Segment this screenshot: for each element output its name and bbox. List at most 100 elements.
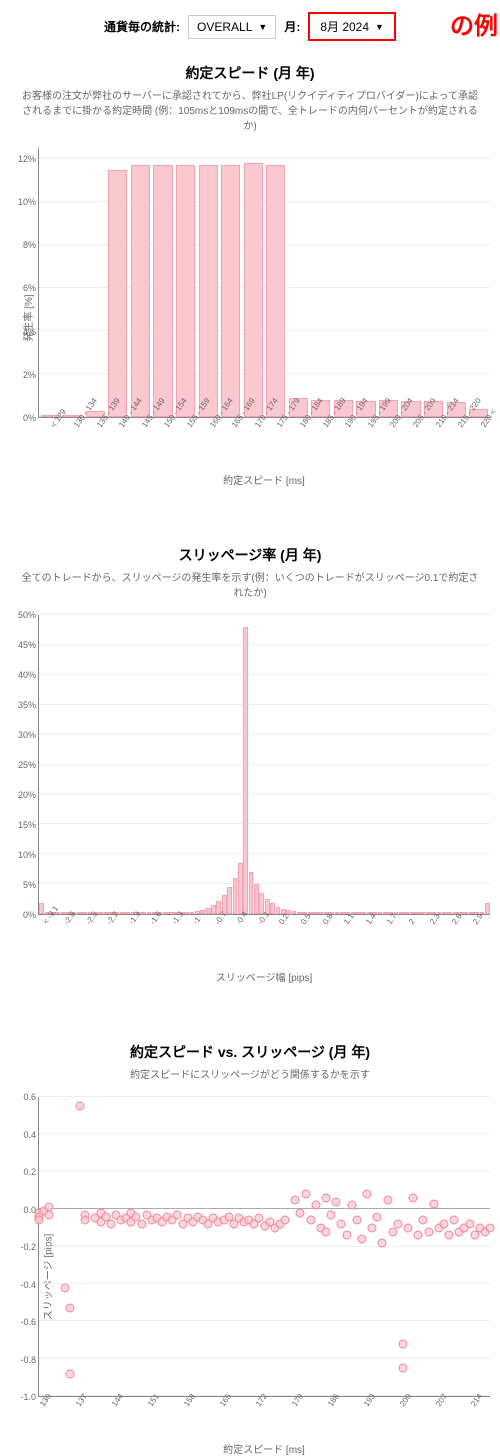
bar [221,165,240,417]
ytick: 4% [23,327,36,337]
scatter-point [419,1216,428,1225]
ytick: -0.2 [20,1242,36,1252]
scatter-point [342,1231,351,1240]
bar [195,911,200,914]
ytick: 40% [18,670,36,680]
bar [249,872,254,914]
bar [238,863,243,914]
scatter-point [414,1231,423,1240]
scatter-point [357,1235,366,1244]
bar [313,912,318,914]
ytick: 12% [18,154,36,164]
chevron-down-icon: ▼ [258,22,267,32]
ytick: 0.4 [23,1130,36,1140]
ytick: 0.2 [23,1167,36,1177]
bar [335,912,340,914]
xtick: 165 [218,1392,254,1422]
scatter-point [45,1203,54,1212]
bar [227,887,232,914]
bar [190,912,195,914]
month-select-value: 8月 2024 [320,18,369,35]
month-select[interactable]: 8月 2024 ▼ [308,12,396,41]
bar [168,912,173,914]
chart2-title: スリッページ率 (月 年) [0,545,500,565]
scatter-point [352,1216,361,1225]
bar [485,903,490,914]
chart2-area: 0%5%10%15%20%25%30%35%40%45%50% < -3.1-2… [38,615,490,984]
bar [410,912,415,914]
xtick: 207 [434,1392,470,1422]
ytick: 0% [23,910,36,920]
scatter-point [383,1195,392,1204]
bar [442,912,447,914]
ytick: 35% [18,700,36,710]
scatter-point [301,1190,310,1199]
xtick: 172 [254,1392,290,1422]
ytick: 10% [18,197,36,207]
scatter-point [429,1199,438,1208]
scatter-point [465,1220,474,1229]
bar [361,912,366,914]
scatter-point [65,1304,74,1313]
scatter-point [363,1190,372,1199]
chart3-desc: 約定スピードにスリッページがどう関係するかを示す [0,1062,500,1089]
ytick: 6% [23,283,36,293]
bar [426,912,431,914]
scatter-point [291,1195,300,1204]
scatter-point [306,1216,315,1225]
scatter-point [332,1197,341,1206]
bar [82,912,87,914]
xtick: 151 [146,1392,182,1422]
bar [286,910,291,914]
ytick: 15% [18,820,36,830]
xtick: 200 [398,1392,434,1422]
bar [200,910,205,914]
scatter-point [65,1369,74,1378]
bar [266,165,285,417]
scatter-point [445,1231,454,1240]
bar [147,912,152,914]
ytick: -0.6 [20,1317,36,1327]
scatter-point [409,1193,418,1202]
ytick: 8% [23,240,36,250]
scatter-point [368,1223,377,1232]
scatter-point [404,1223,413,1232]
bar [276,907,281,914]
xtick: 158 [182,1392,218,1422]
scatter-point [137,1220,146,1229]
ytick: -1.0 [20,1392,36,1402]
ytick: 25% [18,760,36,770]
ytick: 30% [18,730,36,740]
scatter-point [322,1227,331,1236]
bar [318,912,323,914]
chart1-xlabel: 約定スピード [ms] [38,472,490,487]
scatter-point [322,1193,331,1202]
bar [244,163,263,417]
chart3-xlabel: 約定スピード [ms] [38,1441,490,1456]
chart2-desc: 全てのトレードから、スリッページの発生率を示す(例：いくつのトレードがスリッペー… [0,565,500,607]
xtick: 186 [326,1392,362,1422]
chart1-title: 約定スピード (月 年) [0,63,500,83]
xtick: 137 [74,1392,110,1422]
bar [378,912,383,914]
chart1-desc: お客様の注文が弊社のサーバーに承認されてから、弊社LP(リクイディティプロバイダ… [0,83,500,140]
scatter-point [398,1339,407,1348]
filter-header: 通貨毎の統計: OVERALL ▼ 月: 8月 2024 ▼ の例 [0,0,500,45]
scatter-point [439,1220,448,1229]
scatter-point [296,1208,305,1217]
bar [447,912,452,914]
ytick: -0.4 [20,1280,36,1290]
bar [176,165,195,417]
xtick: 179 [290,1392,326,1422]
stats-select[interactable]: OVERALL ▼ [188,15,276,39]
ytick: 50% [18,610,36,620]
bar [270,903,275,914]
chart-execution-speed: 約定スピード (月 年) お客様の注文が弊社のサーバーに承認されてから、弊社LP… [0,63,500,487]
bar [469,912,474,914]
scatter-point [398,1363,407,1372]
chart3-title: 約定スピード vs. スリッページ (月 年) [0,1042,500,1062]
scatter-point [327,1210,336,1219]
ytick: 10% [18,850,36,860]
bar [340,912,345,914]
bar [206,908,211,914]
